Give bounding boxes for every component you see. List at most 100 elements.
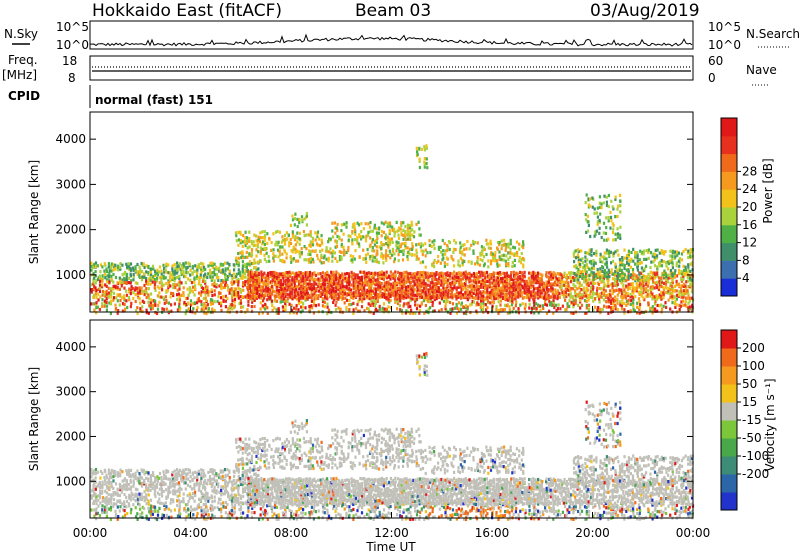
power-cell [491, 300, 494, 304]
power-cell [250, 278, 253, 282]
power-cell [405, 274, 408, 278]
power-cell [435, 286, 439, 290]
power-cell [498, 255, 501, 259]
power-cell [610, 301, 613, 306]
velocity-cell [170, 515, 173, 519]
power-cell [528, 294, 531, 298]
power-cell [503, 288, 506, 292]
power-cell [300, 284, 303, 288]
power-cell [682, 303, 685, 307]
power-cell [345, 250, 348, 254]
power-cell [486, 279, 489, 284]
power-cell [216, 299, 219, 304]
power-cell [495, 282, 498, 286]
power-cell [547, 280, 550, 284]
power-cell [228, 272, 231, 276]
power-cell [658, 251, 661, 255]
velocity-cell [153, 505, 157, 509]
power-cell [612, 238, 615, 242]
power-cell [352, 280, 355, 284]
power-cell [503, 238, 506, 242]
velocity-cell [130, 507, 133, 512]
power-cell [233, 289, 236, 293]
power-cell [455, 272, 458, 276]
velocity-cell [218, 507, 221, 512]
power-cell [578, 286, 581, 290]
power-cell [391, 253, 394, 257]
power-cell [309, 240, 312, 244]
power-cell [327, 237, 331, 241]
power-cell [653, 264, 657, 268]
power-cell [409, 229, 412, 233]
power-cell [408, 224, 411, 228]
power-cell [482, 294, 485, 298]
power-cell [611, 231, 615, 235]
power-cell [118, 276, 121, 280]
power-cell [209, 298, 213, 302]
power-cell [189, 268, 192, 272]
power-cell [253, 279, 256, 283]
power-cell [334, 285, 338, 289]
power-cell [395, 220, 398, 224]
power-cell [401, 258, 405, 262]
power-cell [337, 292, 340, 296]
power-cell [367, 275, 370, 279]
power-cell [112, 298, 115, 302]
power-cell [361, 291, 364, 295]
power-cell [213, 267, 216, 271]
power-cell [626, 292, 629, 296]
power-cell [439, 261, 442, 265]
power-cell [307, 233, 310, 237]
power-cell [284, 275, 287, 279]
power-cell [385, 285, 388, 289]
power-cell [520, 257, 523, 261]
power-cell [165, 281, 168, 286]
power-cell [93, 302, 96, 306]
power-cell [623, 263, 626, 267]
power-cell [620, 279, 623, 283]
power-cell [536, 274, 539, 278]
power-cell [451, 293, 454, 297]
power-cell [526, 287, 529, 291]
power-cell [275, 271, 278, 276]
power-cell [627, 274, 630, 278]
power-cell [561, 290, 564, 295]
power-cell [446, 278, 449, 282]
power-cell [497, 286, 500, 290]
power-cell [400, 293, 403, 297]
power-cell [687, 309, 690, 313]
power-cell [292, 245, 295, 249]
power-cell [637, 297, 641, 301]
power-cell [501, 271, 505, 275]
power-cell [107, 265, 110, 269]
power-cell [499, 307, 502, 312]
power-cell [671, 289, 674, 293]
power-cell [413, 288, 416, 292]
power-cell [602, 285, 606, 290]
power-cell [417, 220, 420, 224]
power-cell [621, 258, 624, 262]
power-cell [134, 281, 137, 285]
power-cell [119, 279, 122, 284]
power-cell [351, 225, 354, 229]
power-cell [369, 256, 372, 260]
power-cell [481, 259, 484, 263]
power-cell [630, 273, 633, 277]
power-cell [291, 297, 294, 301]
power-cell [398, 303, 401, 308]
power-cell [423, 160, 426, 164]
power-cell [603, 304, 606, 308]
power-cell [446, 283, 449, 288]
power-cell [638, 275, 642, 279]
power-cell [691, 309, 694, 313]
power-cell [211, 307, 214, 311]
velocity-cell [114, 509, 117, 513]
power-cell [424, 290, 427, 294]
power-cell [279, 278, 282, 282]
power-cell [491, 252, 494, 256]
velocity-cell [209, 504, 213, 508]
power-cell [204, 272, 207, 276]
power-cell [108, 301, 111, 305]
power-cell [430, 244, 433, 248]
power-cell [289, 237, 292, 241]
